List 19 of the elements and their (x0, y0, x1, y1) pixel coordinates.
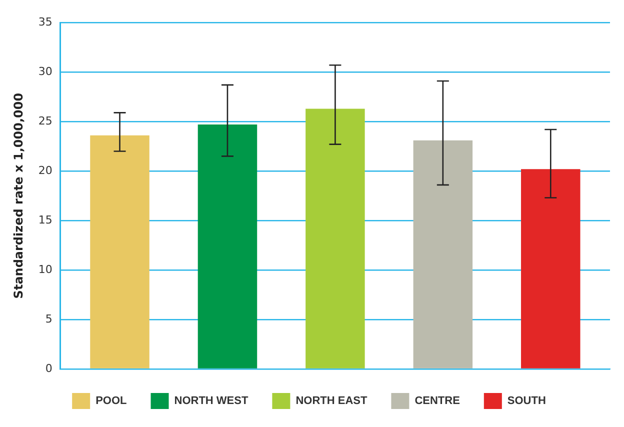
y-tick-label: 5 (45, 312, 52, 326)
bar (90, 135, 150, 368)
legend-label: NORTH WEST (174, 395, 248, 408)
y-tick-label: 20 (38, 164, 52, 177)
y-tick-label: 15 (38, 213, 52, 226)
legend-label: POOL (96, 395, 128, 408)
bar (413, 140, 473, 368)
legend-label: NORTH EAST (296, 395, 368, 408)
y-tick-label: 25 (38, 114, 52, 128)
y-axis-title: Standardized rate x 1,000,000 (11, 92, 26, 299)
y-tick-label: 30 (38, 64, 52, 78)
bar (521, 169, 580, 368)
legend-label: CENTRE (414, 395, 460, 408)
y-tick-label: 35 (38, 15, 52, 28)
legend-label: SOUTH (507, 395, 546, 408)
y-tick-label: 0 (45, 362, 52, 375)
bar (198, 124, 258, 368)
bar (306, 108, 365, 368)
y-tick-label: 10 (38, 262, 52, 276)
